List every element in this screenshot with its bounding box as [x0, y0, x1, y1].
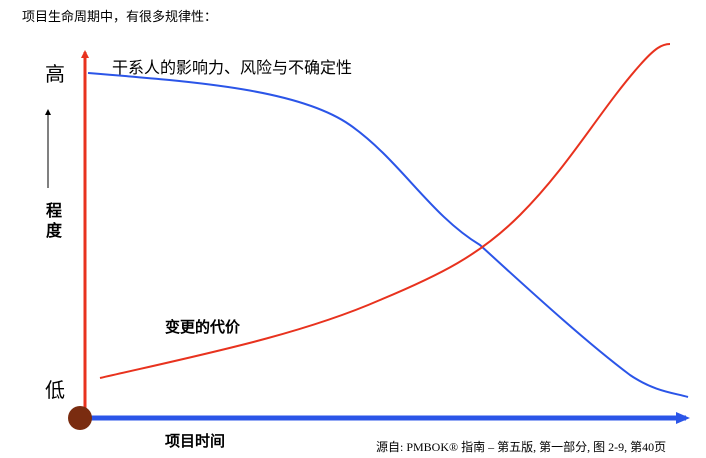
low-label: 低: [45, 378, 65, 402]
cost-curve: [99, 43, 671, 379]
y-label: 程度: [43, 202, 62, 242]
origin: [68, 406, 92, 430]
influence-curve: [87, 72, 689, 398]
header-title: 项目生命周期中，有很多规律性：: [22, 10, 218, 25]
curve-label: 干系人的影响力、风险与不确定性: [112, 58, 353, 77]
high-label: 高: [45, 62, 65, 86]
source: 源自: PMBOK® 指南 – 第五版, 第一部分, 图 2-9, 第40页: [376, 440, 667, 454]
curve-label: 变更的代价: [165, 318, 241, 336]
x-label: 项目时间: [165, 432, 226, 450]
